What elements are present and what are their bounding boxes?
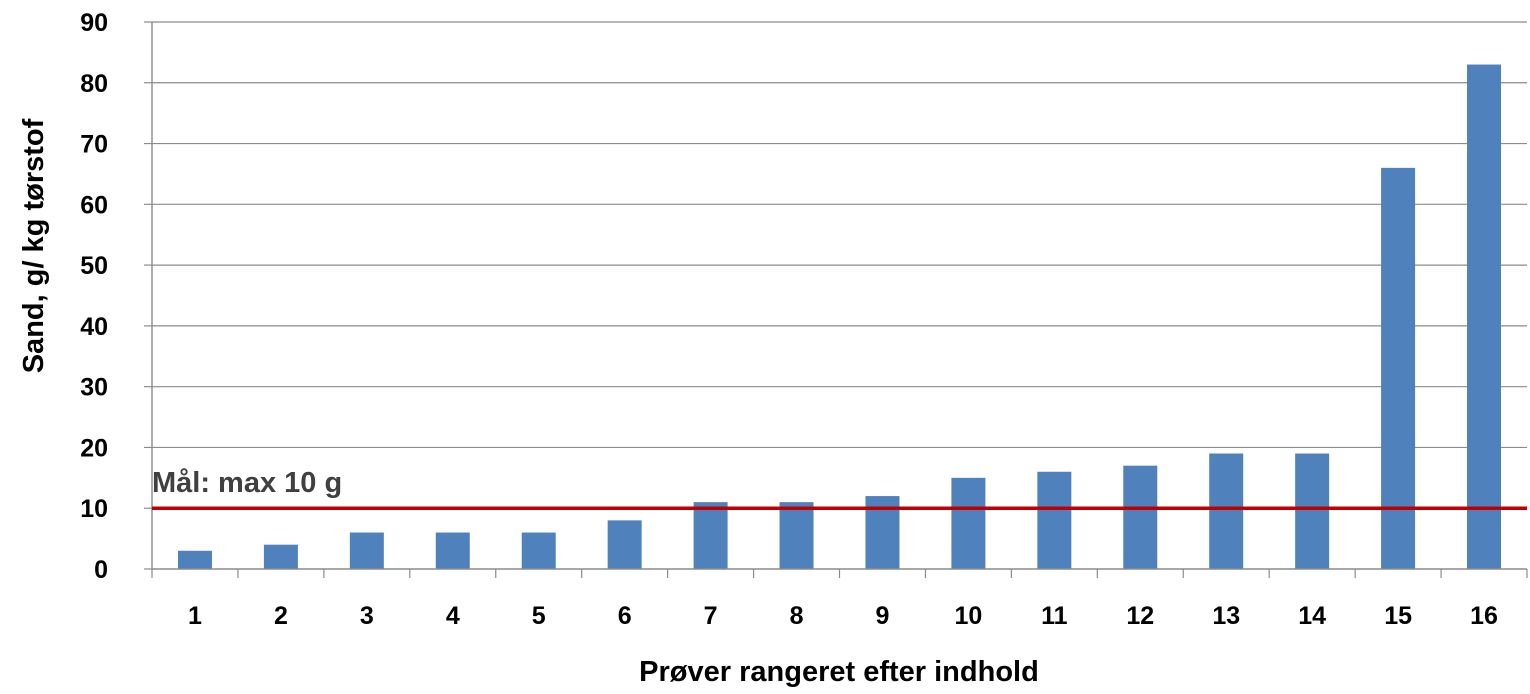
bar-8 <box>779 502 814 569</box>
y-tick-label-90: 90 <box>80 9 108 37</box>
x-tick-label-15: 15 <box>1384 602 1412 630</box>
bar-5 <box>521 532 556 569</box>
x-tick-label-12: 12 <box>1126 602 1154 630</box>
x-tick-label-5: 5 <box>532 602 546 630</box>
y-tick-label-40: 40 <box>80 313 108 341</box>
x-tick-label-10: 10 <box>955 602 983 630</box>
x-tick-label-7: 7 <box>704 602 718 630</box>
x-tick-label-13: 13 <box>1212 602 1240 630</box>
x-tick-label-16: 16 <box>1470 602 1498 630</box>
axes <box>151 22 1528 578</box>
x-tick-label-11: 11 <box>1041 602 1068 630</box>
bar-6 <box>607 520 642 569</box>
y-tick-label-0: 0 <box>94 556 108 584</box>
x-tick-label-14: 14 <box>1298 602 1326 630</box>
bar-3 <box>349 532 384 569</box>
x-axis-title: Prøver rangeret efter indhold <box>639 656 1039 688</box>
bar-10 <box>951 477 986 569</box>
bar-12 <box>1123 465 1158 569</box>
bar-11 <box>1037 471 1072 569</box>
x-tick-label-9: 9 <box>876 602 890 630</box>
bar-15 <box>1381 167 1416 569</box>
bars <box>177 64 1502 570</box>
bar-1 <box>177 550 212 569</box>
bar-4 <box>435 532 470 569</box>
bar-13 <box>1209 453 1244 569</box>
y-axis-title: Sand, g/ kg tørstof <box>18 118 50 373</box>
y-tick-label-60: 60 <box>80 191 108 219</box>
y-tick-label-80: 80 <box>80 70 108 98</box>
bar-14 <box>1295 453 1330 569</box>
x-tick-label-1: 1 <box>188 602 202 630</box>
target-reference-label: Mål: max 10 g <box>152 467 342 499</box>
bar-7 <box>693 502 728 569</box>
y-tick-label-50: 50 <box>80 252 108 280</box>
reference-line-group: Mål: max 10 g <box>152 467 1527 510</box>
x-tick-label-4: 4 <box>446 602 460 630</box>
y-tick-label-20: 20 <box>80 434 108 462</box>
x-tick-label-2: 2 <box>274 602 288 630</box>
bar-2 <box>263 544 298 569</box>
y-tick-label-30: 30 <box>80 374 108 402</box>
x-tick-label-6: 6 <box>618 602 632 630</box>
y-tick-labels: 0 10 20 30 40 50 60 70 80 90 <box>80 9 108 584</box>
x-tick-label-3: 3 <box>360 602 374 630</box>
x-tick-label-8: 8 <box>790 602 804 630</box>
y-tick-label-70: 70 <box>80 131 108 159</box>
y-tick-label-10: 10 <box>80 495 108 523</box>
x-tick-labels: 1 2 3 4 5 6 7 8 9 10 11 12 13 14 15 16 <box>188 602 1498 630</box>
bar-16 <box>1467 64 1502 570</box>
